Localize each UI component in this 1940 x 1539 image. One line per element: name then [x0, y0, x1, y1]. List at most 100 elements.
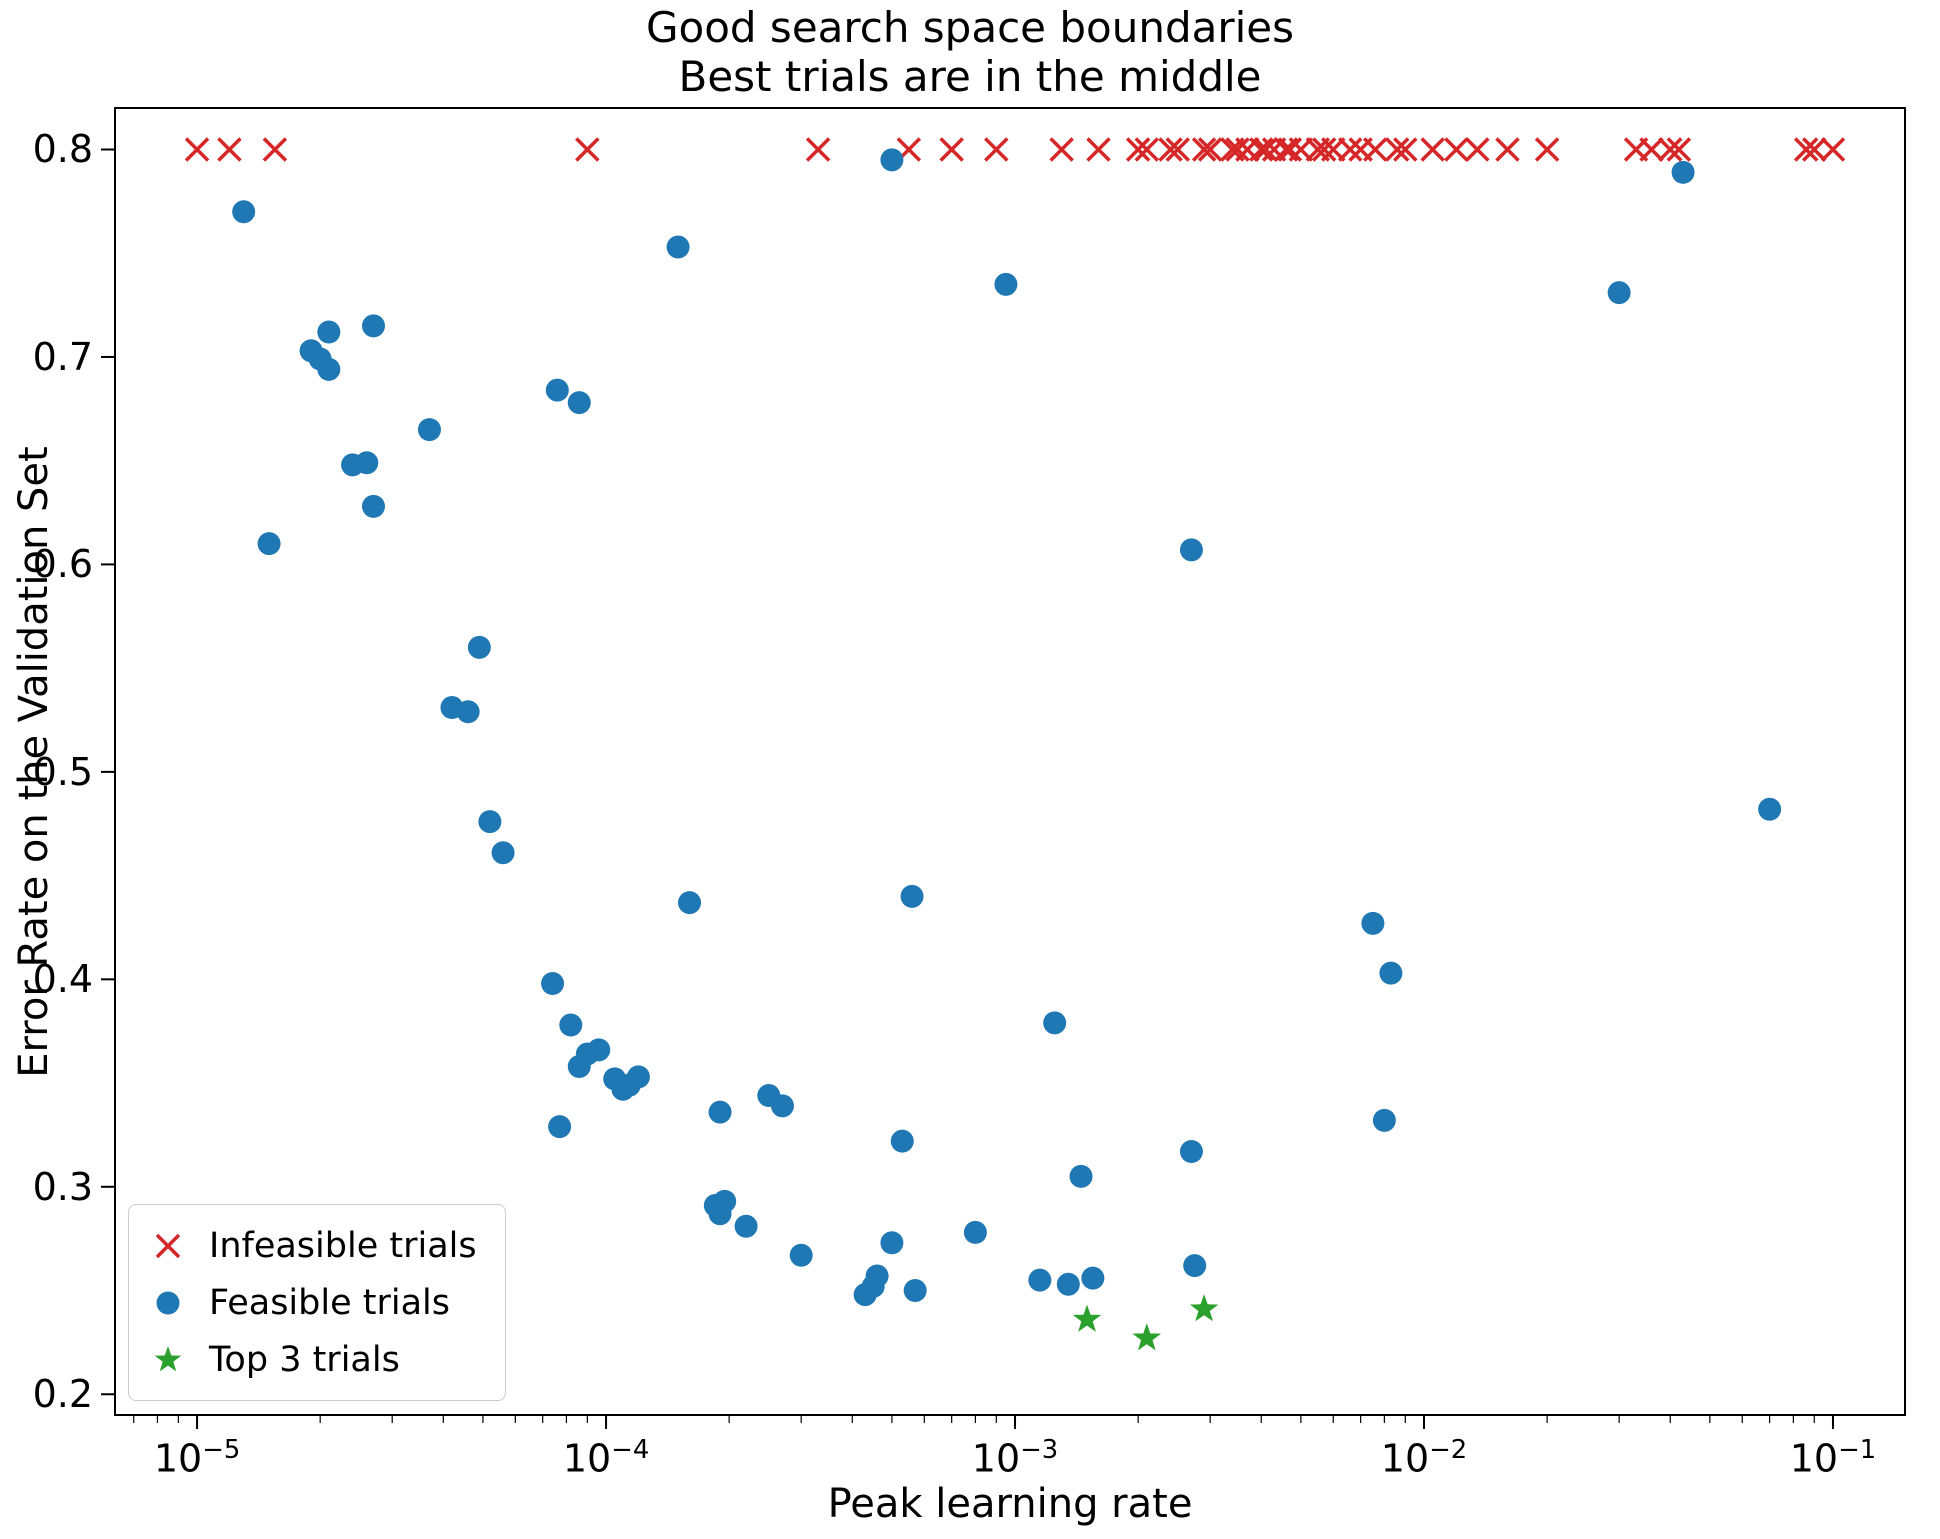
- infeasible-point: [1820, 137, 1846, 162]
- feasible-point: [467, 635, 491, 659]
- feasible-point: [734, 1214, 758, 1238]
- feasible-point: [1671, 160, 1695, 184]
- infeasible-point: [1253, 137, 1278, 162]
- infeasible-point: [217, 137, 242, 162]
- feasible-point: [232, 200, 256, 224]
- feasible-point: [545, 378, 569, 402]
- infeasible-point: [1049, 137, 1074, 162]
- top3-point: [1132, 1323, 1162, 1351]
- infeasible-point: [1495, 137, 1520, 162]
- infeasible-point: [1363, 137, 1388, 162]
- infeasible-point: [1311, 137, 1337, 162]
- feasible-point: [1081, 1266, 1105, 1290]
- star-marker-icon: [145, 1341, 191, 1379]
- infeasible-point: [1793, 137, 1819, 162]
- y-tick-label: 0.4: [32, 957, 93, 1002]
- feasible-point: [587, 1038, 611, 1062]
- feasible-point: [1069, 1164, 1093, 1188]
- infeasible-point: [1086, 137, 1111, 162]
- feasible-point: [713, 1189, 737, 1213]
- feasible-point: [963, 1220, 987, 1244]
- infeasible-point: [1197, 137, 1223, 162]
- infeasible-point: [939, 137, 964, 162]
- feasible-point: [257, 532, 281, 556]
- feasible-point: [317, 320, 341, 344]
- feasible-point: [1183, 1254, 1207, 1278]
- feasible-point: [1028, 1268, 1052, 1292]
- infeasible-point: [1165, 137, 1191, 162]
- feasible-point: [880, 148, 904, 172]
- chart-title-line2: Best trials are in the middle: [678, 51, 1262, 101]
- infeasible-point: [805, 137, 831, 162]
- feasible-point: [1372, 1108, 1396, 1132]
- y-tick-label: 0.2: [32, 1372, 93, 1417]
- x-tick-label: 10−5: [153, 1435, 241, 1481]
- feasible-point: [417, 418, 441, 442]
- x-marker-icon: [145, 1228, 191, 1264]
- infeasible-point: [1657, 137, 1683, 162]
- feasible-point: [903, 1279, 927, 1303]
- infeasible-point: [1534, 137, 1560, 162]
- x-tick-label: 10−3: [971, 1435, 1059, 1481]
- feasible-point: [1043, 1011, 1067, 1035]
- feasible-point: [626, 1065, 650, 1089]
- feasible-point: [541, 971, 565, 995]
- y-tick-label: 0.8: [32, 127, 93, 172]
- y-tick-label: 0.3: [32, 1164, 93, 1209]
- feasible-point: [880, 1231, 904, 1255]
- feasible-point: [1179, 1140, 1203, 1164]
- infeasible-point: [1191, 137, 1217, 162]
- legend: Infeasible trials Feasible trials Top 3 …: [128, 1204, 506, 1401]
- feasible-point: [317, 357, 341, 381]
- feasible-point: [666, 235, 690, 259]
- infeasible-point: [184, 137, 210, 162]
- feasible-point: [559, 1013, 583, 1037]
- infeasible-point: [1277, 137, 1303, 162]
- legend-label-infeasible: Infeasible trials: [209, 1225, 477, 1266]
- feasible-point: [548, 1115, 572, 1139]
- feasible-point: [890, 1129, 914, 1153]
- feasible-point: [900, 884, 924, 908]
- circle-marker-icon: [145, 1285, 191, 1321]
- infeasible-point: [1134, 137, 1160, 162]
- infeasible-point: [1802, 137, 1827, 162]
- infeasible-point: [1384, 137, 1410, 162]
- legend-label-top3: Top 3 trials: [209, 1339, 400, 1380]
- infeasible-point: [1337, 137, 1363, 162]
- infeasible-point: [1158, 137, 1183, 162]
- chart-title-line1: Good search space boundaries: [645, 3, 1295, 52]
- infeasible-point: [1639, 137, 1664, 162]
- feasible-point: [865, 1264, 889, 1288]
- infeasible-point: [1444, 137, 1469, 162]
- feasible-point: [770, 1094, 794, 1118]
- feasible-point: [361, 494, 385, 518]
- plot-border: [114, 107, 1906, 1416]
- legend-entry-top3: Top 3 trials: [145, 1331, 477, 1388]
- feasible-point: [708, 1100, 732, 1124]
- feasible-point: [789, 1243, 813, 1267]
- infeasible-point: [1225, 137, 1250, 162]
- infeasible-point: [1465, 137, 1490, 162]
- feasible-point: [1607, 281, 1631, 305]
- feasible-point: [1379, 961, 1403, 985]
- infeasible-point: [1666, 137, 1692, 162]
- infeasible-point: [262, 137, 288, 162]
- infeasible-point: [1125, 137, 1151, 162]
- top3-point: [1072, 1304, 1102, 1332]
- x-axis-label: Peak learning rate: [827, 1481, 1193, 1527]
- legend-label-feasible: Feasible trials: [209, 1282, 451, 1323]
- feasible-point: [355, 451, 379, 475]
- y-tick-label: 0.7: [32, 334, 93, 379]
- x-tick-label: 10−2: [1380, 1435, 1468, 1481]
- feasible-point: [478, 810, 502, 834]
- chart-title: Good search space boundaries Best trials…: [0, 3, 1940, 101]
- feasible-point: [1361, 911, 1385, 935]
- infeasible-point: [984, 137, 1009, 162]
- top3-point: [1189, 1294, 1219, 1322]
- infeasible-point: [1420, 137, 1445, 162]
- legend-entry-infeasible: Infeasible trials: [145, 1217, 477, 1274]
- legend-entry-feasible: Feasible trials: [145, 1274, 477, 1331]
- feasible-point: [361, 314, 385, 338]
- feasible-point: [678, 891, 702, 915]
- y-tick-label: 0.6: [32, 542, 93, 587]
